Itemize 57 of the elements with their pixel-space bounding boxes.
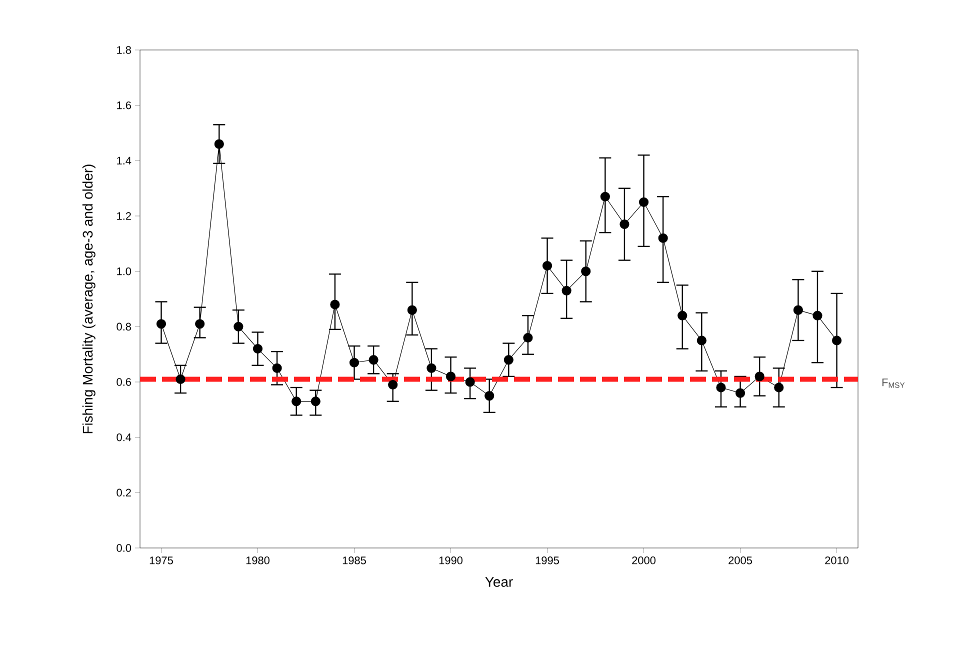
x-tick-label: 1975 bbox=[150, 556, 173, 564]
y-tick-label: 0.4 bbox=[116, 433, 132, 442]
point bbox=[388, 380, 398, 390]
point bbox=[465, 377, 475, 387]
point bbox=[156, 319, 166, 329]
point bbox=[330, 300, 340, 310]
y-tick-label: 1.2 bbox=[117, 212, 131, 220]
point bbox=[754, 372, 764, 382]
x-tick-label: 2005 bbox=[728, 556, 752, 564]
x-tick-label: 1985 bbox=[342, 556, 366, 564]
point bbox=[292, 396, 302, 406]
point bbox=[812, 310, 822, 320]
y-tick-label: 1.4 bbox=[117, 156, 132, 164]
point bbox=[581, 266, 591, 276]
point bbox=[214, 139, 224, 149]
x-tick-label: 1995 bbox=[536, 556, 559, 564]
point bbox=[774, 382, 784, 392]
point bbox=[368, 355, 378, 365]
ref-line-label: F$_{MSY}$ bbox=[882, 378, 905, 388]
point bbox=[832, 336, 842, 346]
point bbox=[696, 336, 706, 346]
point bbox=[252, 344, 263, 354]
point bbox=[504, 355, 514, 365]
y-tick-label: 0.2 bbox=[116, 488, 131, 497]
point bbox=[600, 192, 610, 202]
point bbox=[793, 305, 803, 315]
point bbox=[426, 363, 436, 373]
point bbox=[195, 319, 205, 329]
point bbox=[176, 374, 186, 384]
point bbox=[620, 219, 630, 230]
point bbox=[716, 382, 726, 392]
point bbox=[562, 286, 572, 296]
point bbox=[310, 396, 320, 406]
point bbox=[484, 391, 494, 401]
point bbox=[735, 388, 746, 398]
y-tick-label: 1.8 bbox=[117, 46, 132, 54]
point bbox=[349, 358, 360, 368]
y-tick-label: 0.8 bbox=[116, 322, 132, 331]
x-axis-title: Year bbox=[485, 577, 513, 587]
point bbox=[407, 305, 417, 315]
point bbox=[272, 363, 282, 373]
point bbox=[234, 322, 244, 332]
y-tick-label: 1.0 bbox=[117, 267, 132, 276]
y-axis-title: Fishing Mortality (average, age-3 and older) bbox=[82, 164, 96, 434]
point bbox=[678, 310, 688, 320]
y-tick-label: 0.0 bbox=[116, 544, 132, 552]
point bbox=[658, 233, 668, 243]
point bbox=[542, 260, 552, 271]
y-tick-label: 1.6 bbox=[117, 101, 132, 110]
point bbox=[638, 197, 649, 207]
x-tick-label: 1990 bbox=[439, 556, 463, 564]
point bbox=[446, 372, 456, 382]
x-tick-label: 2000 bbox=[632, 556, 656, 564]
x-tick-label: 1980 bbox=[246, 556, 270, 564]
point bbox=[523, 332, 533, 343]
x-tick-label: 2010 bbox=[825, 556, 849, 564]
y-tick-label: 0.6 bbox=[116, 378, 132, 386]
